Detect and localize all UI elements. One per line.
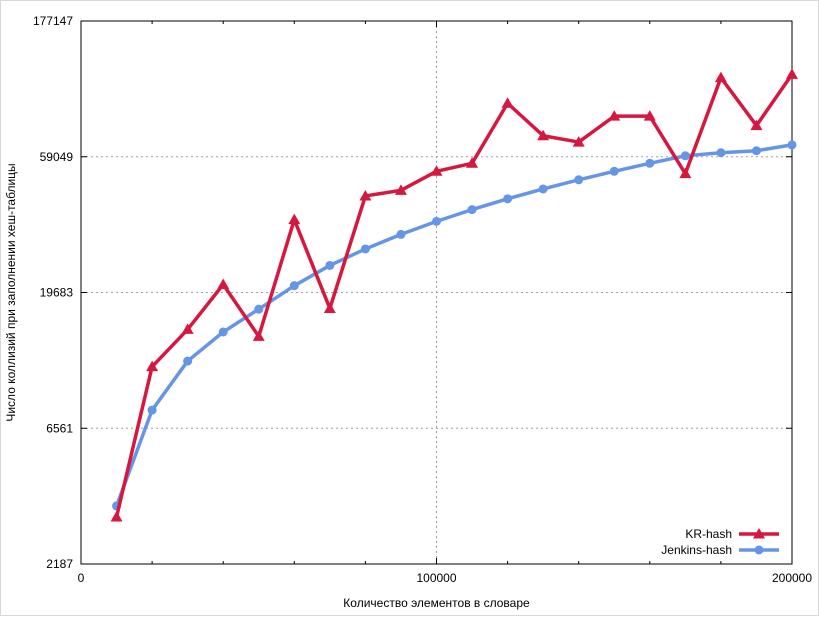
data-point-marker — [574, 175, 584, 185]
data-point-marker — [680, 151, 690, 161]
data-point-marker — [181, 323, 194, 334]
x-axis-title: Количество элементов в словаре — [343, 596, 530, 610]
data-point-marker — [787, 140, 797, 150]
data-point-marker — [146, 360, 159, 372]
data-point-marker — [147, 405, 157, 415]
data-point-marker — [360, 244, 370, 254]
grid — [81, 21, 792, 564]
data-point-marker — [537, 129, 550, 141]
data-point-marker — [323, 302, 336, 313]
legend-label: Jenkins-hash — [661, 543, 732, 557]
data-point-marker — [217, 278, 230, 289]
data-point-marker — [609, 166, 619, 176]
y-axis-title: Число коллизий при заполнении хеш-таблиц… — [4, 163, 18, 421]
data-point-marker — [608, 110, 621, 121]
x-tick-label: 200000 — [772, 571, 812, 585]
data-point-marker — [751, 146, 761, 156]
data-point-marker — [503, 194, 513, 204]
data-point-marker — [714, 71, 727, 83]
data-point-marker — [467, 205, 477, 215]
legend-label: KR-hash — [685, 527, 732, 541]
series-line — [114, 143, 793, 507]
data-point-marker — [183, 356, 193, 366]
data-point-marker — [786, 68, 798, 79]
series-layer — [110, 68, 798, 522]
data-point-marker — [110, 510, 123, 522]
ticks: 0 100000 200000 2187 6561 19683 59049 177147 — [33, 14, 812, 585]
data-point-marker — [252, 330, 265, 341]
series-jenkins-hash — [112, 140, 797, 511]
legend-marker — [754, 545, 764, 555]
y-tick-label: 59049 — [40, 150, 74, 164]
series-kr-hash — [110, 68, 798, 522]
data-point-marker — [218, 327, 228, 337]
legend-marker — [753, 528, 765, 539]
data-point-marker — [679, 167, 692, 179]
x-tick-label: 100000 — [416, 571, 456, 585]
data-point-marker — [750, 119, 763, 131]
data-point-marker — [538, 184, 548, 194]
data-point-marker — [288, 213, 301, 225]
data-point-marker — [430, 165, 443, 176]
data-point-marker — [289, 281, 299, 291]
data-point-marker — [716, 148, 726, 158]
series-line — [114, 73, 794, 518]
data-point-marker — [643, 110, 656, 121]
data-point-marker — [396, 229, 406, 239]
y-tick-label: 177147 — [33, 14, 73, 28]
data-point-marker — [645, 158, 655, 168]
data-point-marker — [359, 189, 372, 201]
y-tick-label: 6561 — [46, 421, 73, 435]
y-tick-label: 19683 — [40, 286, 74, 300]
x-tick-label: 0 — [78, 571, 85, 585]
data-point-marker — [254, 304, 264, 314]
data-point-marker — [394, 184, 407, 195]
data-point-marker — [572, 136, 585, 147]
data-point-marker — [325, 260, 335, 270]
data-point-marker — [501, 97, 514, 108]
data-point-marker — [466, 157, 479, 168]
y-tick-label: 2187 — [46, 557, 73, 571]
legend: KR-hash Jenkins-hash — [661, 527, 779, 557]
data-point-marker — [432, 216, 441, 226]
